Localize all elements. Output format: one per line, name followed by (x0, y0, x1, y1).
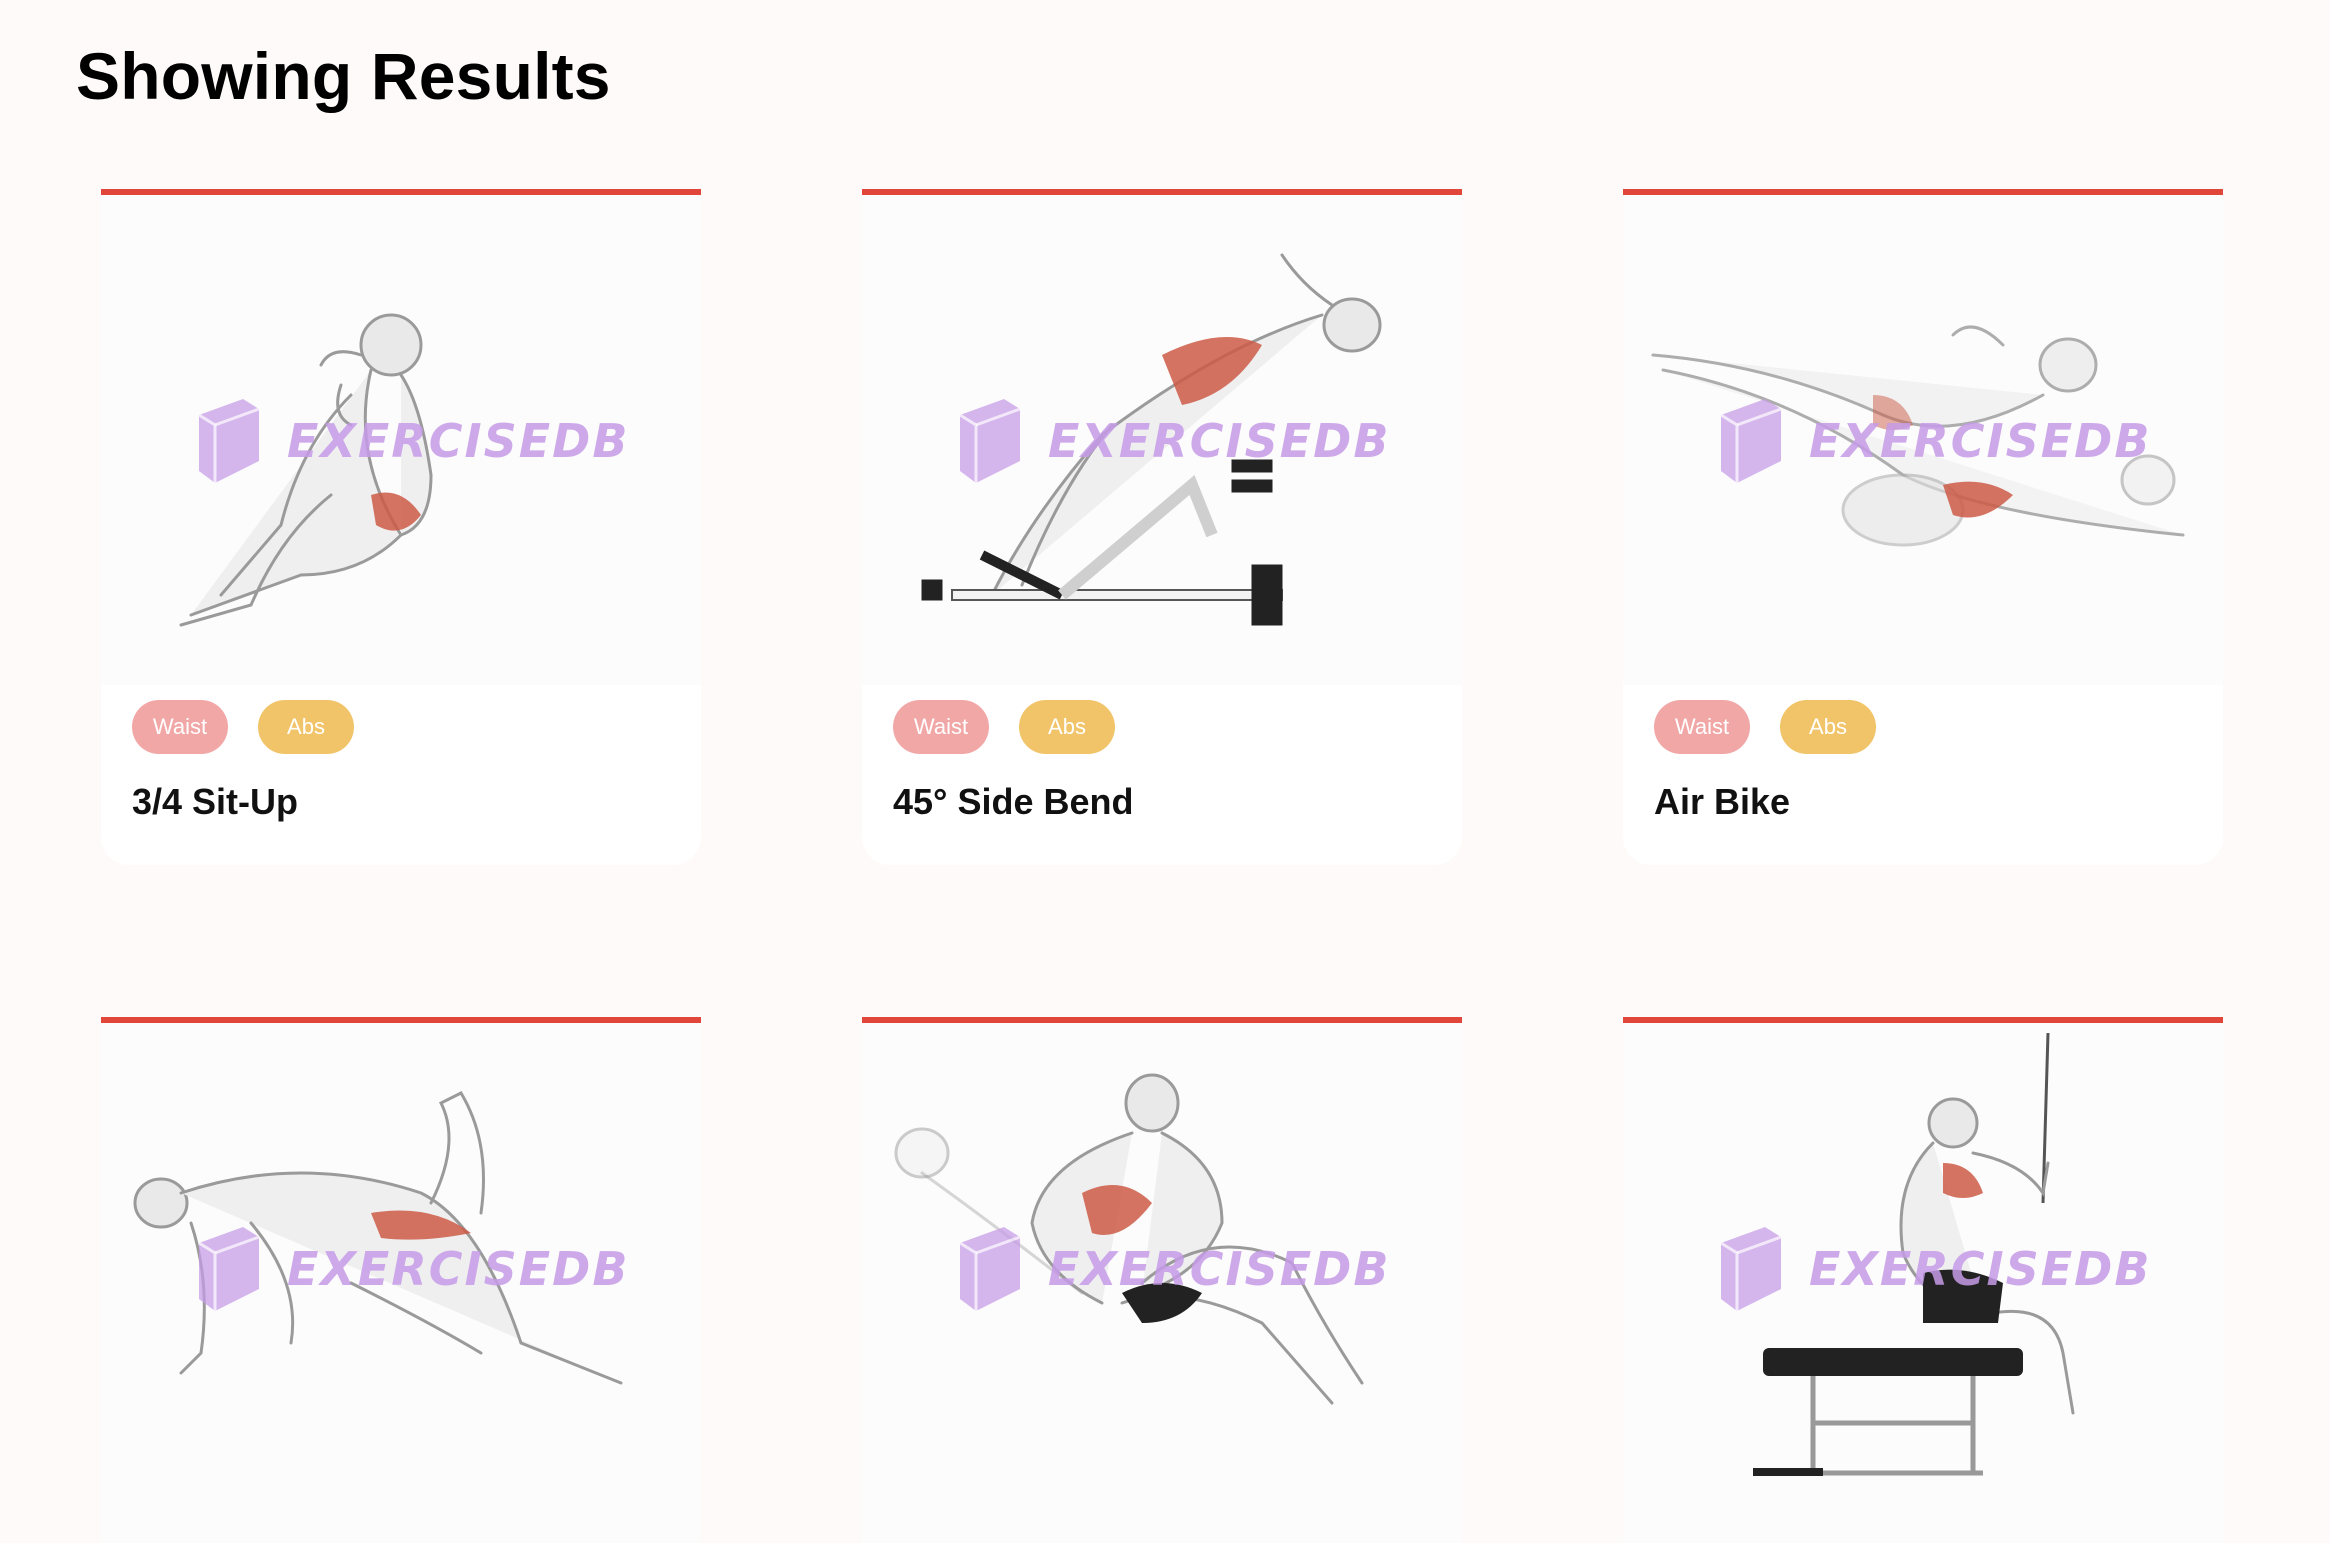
tag-abs[interactable]: Abs (1019, 700, 1115, 754)
watermark: EXERCISEDB (1715, 395, 2151, 487)
exercise-card[interactable]: EXERCISEDB Waist Abs 45° Side Bend (862, 189, 1462, 865)
sit-up-figure-icon (179, 313, 433, 627)
tag-abs[interactable]: Abs (1780, 700, 1876, 754)
exercisedb-logo-icon (1720, 1227, 1782, 1311)
watermark-text: EXERCISEDB (1809, 1242, 2152, 1296)
exercise-image[interactable]: EXERCISEDB (1623, 195, 2223, 685)
tag-list: Waist Abs (132, 700, 354, 754)
exercisedb-logo-icon (959, 1227, 1021, 1311)
exercise-name: 3/4 Sit-Up (132, 781, 299, 822)
reclined-crunch-figure-icon (894, 1073, 1364, 1405)
watermark-text: EXERCISEDB (287, 414, 630, 468)
exercise-image[interactable]: EXERCISEDB (862, 1023, 1462, 1543)
tag-waist[interactable]: Waist (893, 700, 989, 754)
exercisedb-logo-icon (198, 399, 260, 483)
page-title: Showing Results (76, 39, 611, 113)
watermark-text: EXERCISEDB (1809, 414, 2152, 468)
exercise-image[interactable]: EXERCISEDB (1623, 1023, 2223, 1543)
tag-abs[interactable]: Abs (258, 700, 354, 754)
tag-list: Waist Abs (1654, 700, 1876, 754)
exercise-card[interactable]: EXERCISEDB (101, 1017, 701, 1543)
tag-waist[interactable]: Waist (132, 700, 228, 754)
watermark-text: EXERCISEDB (287, 1242, 630, 1296)
exercise-image[interactable]: EXERCISEDB (101, 195, 701, 685)
cable-bench-figure-icon (1753, 1032, 2075, 1476)
exercise-card[interactable]: EXERCISEDB Waist Abs 3/4 Sit-Up (101, 189, 701, 865)
side-bend-figure-icon (921, 253, 1382, 626)
exercise-card[interactable]: EXERCISEDB (1623, 1017, 2223, 1543)
exercisedb-logo-icon (959, 399, 1021, 483)
tag-waist[interactable]: Waist (1654, 700, 1750, 754)
watermark-text: EXERCISEDB (1048, 1242, 1391, 1296)
watermark: EXERCISEDB (193, 395, 629, 487)
exercise-name: Air Bike (1654, 781, 1791, 822)
air-bike-figure-icon (1651, 325, 2185, 547)
watermark: EXERCISEDB (954, 1223, 1390, 1315)
exercise-card[interactable]: EXERCISEDB (862, 1017, 1462, 1543)
watermark-text: EXERCISEDB (1048, 414, 1391, 468)
exercise-card[interactable]: EXERCISEDB Waist Abs Air Bike (1623, 189, 2223, 865)
watermark: EXERCISEDB (954, 395, 1390, 487)
exercise-name: 45° Side Bend (893, 781, 1134, 822)
kneeling-stretch-figure-icon (133, 1091, 623, 1385)
exercise-image[interactable]: EXERCISEDB (101, 1023, 701, 1543)
exercisedb-logo-icon (1720, 399, 1782, 483)
tag-list: Waist Abs (893, 700, 1115, 754)
watermark: EXERCISEDB (193, 1223, 629, 1315)
exercise-image[interactable]: EXERCISEDB (862, 195, 1462, 685)
exercisedb-logo-icon (198, 1227, 260, 1311)
watermark: EXERCISEDB (1715, 1223, 2151, 1315)
